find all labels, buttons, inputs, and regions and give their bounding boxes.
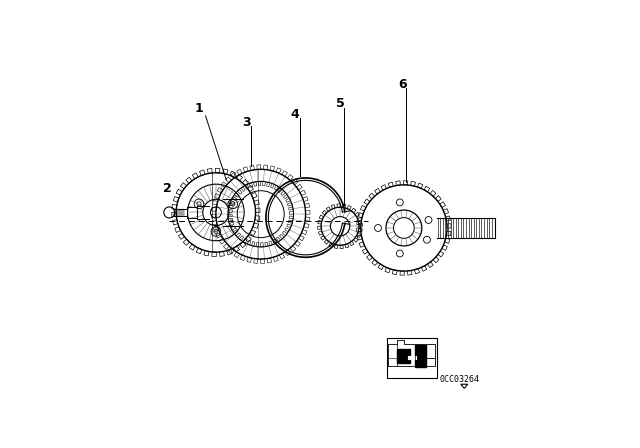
Polygon shape <box>397 349 410 363</box>
Polygon shape <box>415 345 426 367</box>
Text: 2: 2 <box>163 182 172 195</box>
Text: 1: 1 <box>195 103 203 116</box>
Text: 4: 4 <box>291 108 300 121</box>
Text: 3: 3 <box>243 116 252 129</box>
Text: 5: 5 <box>336 97 344 110</box>
Text: 6: 6 <box>398 78 406 90</box>
Text: 0CC03264: 0CC03264 <box>439 375 479 384</box>
